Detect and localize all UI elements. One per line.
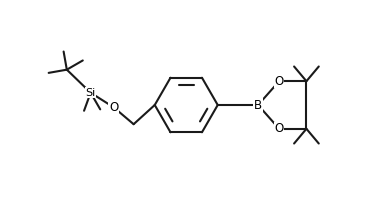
Text: B: B [254,98,262,112]
Text: Si: Si [86,88,96,98]
Text: O: O [275,122,284,135]
Text: O: O [109,101,118,114]
Text: O: O [275,75,284,88]
